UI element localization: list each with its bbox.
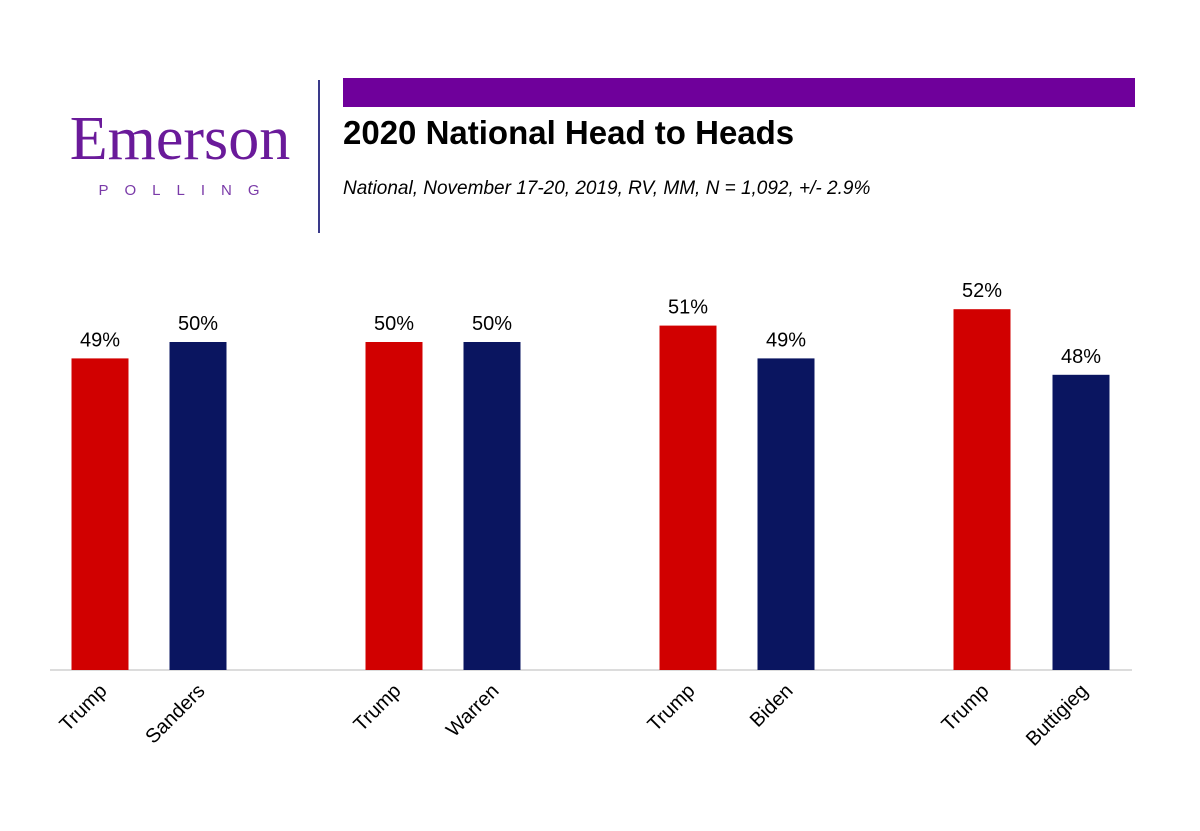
data-label: 50%: [178, 313, 218, 335]
accent-bar: [343, 78, 1135, 107]
data-label: 49%: [766, 329, 806, 351]
emerson-polling-logo: Emerson POLLING: [50, 108, 310, 199]
x-tick-label: Biden: [746, 680, 798, 732]
data-label: 48%: [1061, 346, 1101, 368]
x-tick-label: Trump: [350, 680, 406, 736]
bar-trump: [71, 358, 129, 670]
data-label: 52%: [962, 280, 1002, 302]
logo-sub: POLLING: [98, 182, 276, 199]
header-divider: [318, 80, 320, 233]
x-tick-label: Trump: [644, 680, 700, 736]
x-tick-label: Trump: [56, 680, 112, 736]
chart-title: 2020 National Head to Heads: [343, 114, 795, 151]
x-tick-label: Trump: [938, 680, 994, 736]
bar-trump: [659, 325, 717, 670]
bar-sanders: [169, 342, 227, 670]
logo-name: Emerson: [69, 105, 291, 173]
data-label: 50%: [472, 313, 512, 335]
data-label: 51%: [668, 297, 708, 319]
x-tick-label: Sanders: [141, 680, 209, 748]
data-label: 49%: [80, 329, 120, 351]
bar-buttigieg: [1052, 374, 1110, 670]
x-tick-label: Buttigieg: [1022, 680, 1093, 751]
bar-trump: [953, 309, 1011, 670]
data-label: 50%: [374, 313, 414, 335]
bar-biden: [757, 358, 815, 670]
chart-subtitle: National, November 17-20, 2019, RV, MM, …: [343, 178, 871, 199]
x-tick-label: Warren: [442, 680, 503, 741]
bar-warren: [463, 342, 521, 670]
bar-trump: [365, 342, 423, 670]
